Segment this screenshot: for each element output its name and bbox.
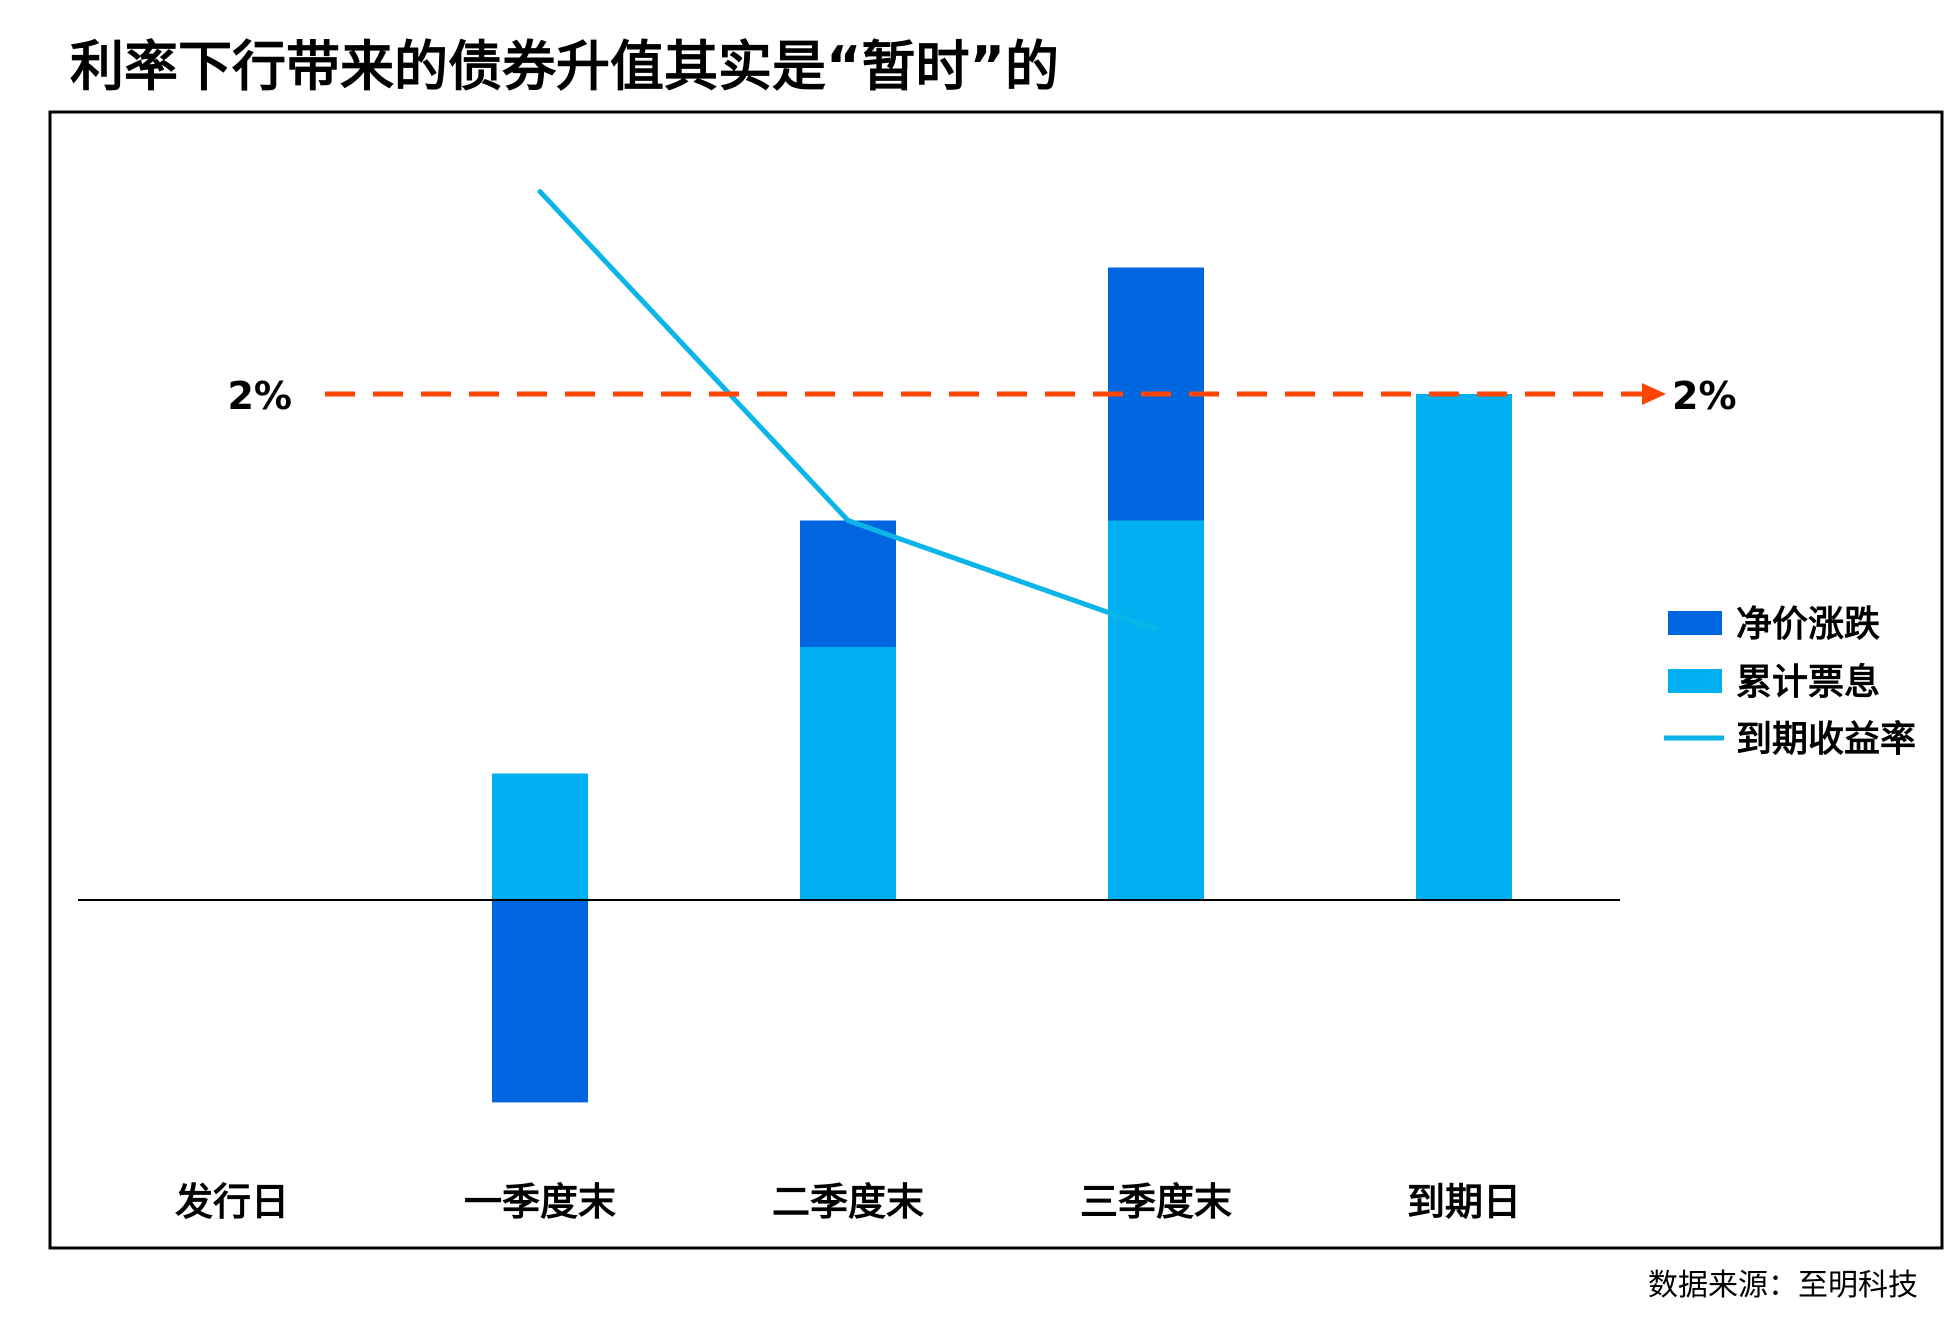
source-note: 数据来源：至明科技	[1648, 1268, 1918, 1303]
ytm-point-2	[537, 189, 543, 195]
legend-label-2: 累计票息	[1736, 662, 1880, 703]
bar-price-3	[800, 520, 896, 647]
bar-coupon-2	[492, 773, 588, 900]
legend-label-3: 到期收益率	[1736, 719, 1916, 760]
x-tick-label-4: 三季度末	[1080, 1180, 1232, 1224]
plot-frame	[48, 110, 1944, 1250]
ytm-point-3	[845, 518, 851, 523]
bar-price-2	[492, 900, 588, 1103]
bar-coupon-3	[800, 647, 896, 900]
x-tick-label-1: 发行日	[175, 1180, 289, 1224]
legend-swatch-2	[1668, 669, 1722, 693]
x-tick-label-5: 到期日	[1407, 1180, 1521, 1224]
reference-label-left: 2%	[227, 374, 292, 418]
x-tick-label-3: 二季度末	[772, 1180, 924, 1224]
ytm-point-4	[1153, 626, 1159, 632]
bar-coupon-4	[1108, 520, 1204, 900]
chart-title: 利率下行带来的债券升值其实是“暂时”的	[70, 35, 1059, 98]
x-tick-label-2: 一季度末	[464, 1180, 616, 1224]
bar-coupon-5	[1416, 394, 1512, 900]
legend-swatch-1	[1668, 611, 1722, 635]
legend-label-1: 净价涨跌	[1736, 604, 1880, 645]
reference-label-right: 2%	[1672, 374, 1737, 418]
plot-area: 2% 2% 发行日 一季度末 二季度末 三季度末 到期日	[78, 189, 1737, 1224]
reference-arrow-head	[1642, 383, 1666, 405]
